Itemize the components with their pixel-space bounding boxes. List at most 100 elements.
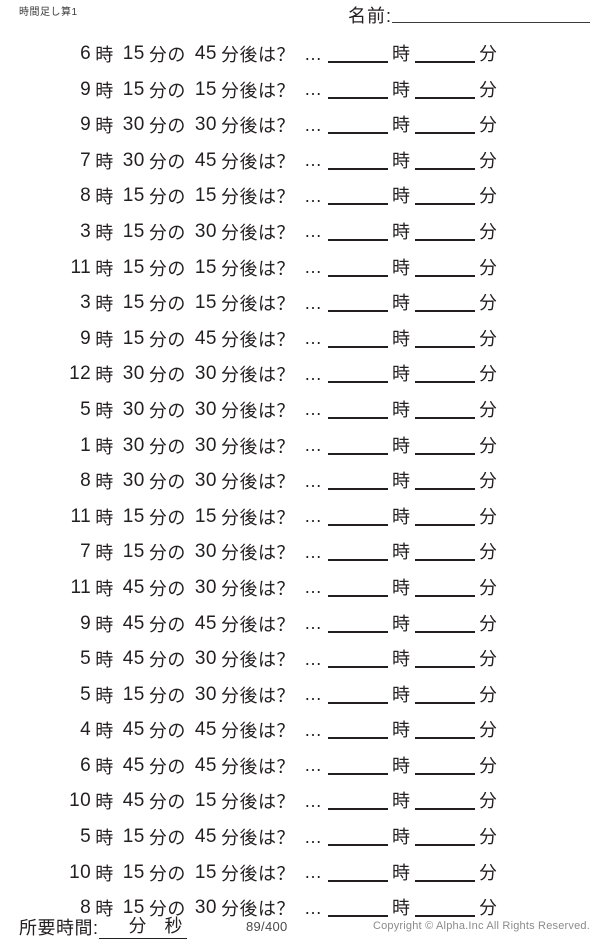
answer-hour-input-line[interactable]	[328, 666, 388, 669]
answer-minute-input-line[interactable]	[415, 772, 475, 775]
answer-hour-input-line[interactable]	[328, 915, 388, 918]
answer-hour-input-line[interactable]	[328, 416, 388, 419]
answer-hour-input-line[interactable]	[328, 381, 388, 384]
answer-hour-unit-label: 時	[392, 471, 410, 492]
answer-hour-unit-label: 時	[392, 542, 410, 563]
answer-minute-input-line[interactable]	[415, 844, 475, 847]
answer-hour-input-line[interactable]	[328, 96, 388, 99]
minute-unit-label: 分	[148, 756, 168, 777]
answer-minute-input-line[interactable]	[415, 701, 475, 704]
after-suffix-label: 分後は？	[221, 828, 295, 849]
answer-minute-input-line[interactable]	[415, 452, 475, 455]
answer-minute-input-line[interactable]	[415, 630, 475, 633]
problem-minute: 15	[122, 43, 145, 64]
problem-add-minutes: 45	[194, 826, 217, 848]
answer-minute-input-line[interactable]	[415, 666, 475, 669]
problem-row: 8 時 15 分の 15 分後は？… 時分	[0, 183, 600, 219]
problem-add-minutes: 30	[194, 897, 217, 919]
answer-minute-input-line[interactable]	[415, 203, 475, 206]
answer-hour-input-line[interactable]	[328, 61, 388, 63]
answer-minute-input-line[interactable]	[415, 416, 475, 419]
possessive-label: の	[167, 80, 186, 101]
answer-minute-input-line[interactable]	[415, 96, 475, 99]
answer-minute-input-line[interactable]	[415, 238, 475, 241]
answer-hour-input-line[interactable]	[328, 452, 388, 455]
problem-minute: 30	[122, 398, 145, 420]
problem-minute: 45	[122, 576, 145, 598]
possessive-label: の	[167, 294, 186, 315]
possessive-label: の	[167, 650, 186, 671]
answer-minute-input-line[interactable]	[415, 523, 475, 526]
ellipsis-icon: …	[304, 292, 322, 313]
answer-hour-input-line[interactable]	[328, 808, 388, 811]
answer-minute-unit-label: 分	[479, 684, 497, 705]
problem-add-minutes: 30	[194, 683, 217, 705]
answer-minute-input-line[interactable]	[415, 559, 475, 562]
answer-hour-input-line[interactable]	[328, 238, 388, 241]
answer-hour-input-line[interactable]	[328, 132, 388, 135]
problem-hour: 4	[80, 719, 92, 741]
answer-hour-unit-label: 時	[392, 435, 410, 456]
answer-minute-input-line[interactable]	[415, 915, 475, 918]
answer-minute-slot: 分	[413, 504, 509, 530]
problem-hour: 3	[80, 220, 92, 242]
answer-hour-unit-label: 時	[392, 257, 410, 278]
answer-hour-input-line[interactable]	[328, 310, 388, 313]
problem-hour: 10	[69, 861, 92, 883]
answer-hour-input-line[interactable]	[328, 737, 388, 740]
problem-question: 8 時 15 分の 15 分後は？…	[0, 183, 322, 209]
after-suffix-label: 分後は？	[221, 365, 295, 386]
ellipsis-icon: …	[304, 826, 322, 847]
answer-hour-input-line[interactable]	[328, 274, 388, 277]
answer-hour-input-line[interactable]	[328, 772, 388, 775]
answer-hour-input-line[interactable]	[328, 167, 388, 170]
answer-minute-input-line[interactable]	[415, 808, 475, 811]
answer-hour-input-line[interactable]	[328, 879, 388, 882]
answer-minute-input-line[interactable]	[415, 61, 475, 63]
answer-hour-input-line[interactable]	[328, 559, 388, 562]
answer-hour-input-line[interactable]	[328, 701, 388, 704]
answer-minute-unit-label: 分	[479, 150, 497, 171]
answer-minute-input-line[interactable]	[415, 879, 475, 882]
minute-unit-label: 分	[148, 863, 168, 884]
answer-minute-input-line[interactable]	[415, 274, 475, 277]
answer-minute-input-line[interactable]	[415, 488, 475, 491]
possessive-label: の	[167, 863, 186, 884]
answer-hour-input-line[interactable]	[328, 594, 388, 597]
answer-hour-input-line[interactable]	[328, 203, 388, 206]
answer-hour-input-line[interactable]	[328, 488, 388, 491]
answer-minute-input-line[interactable]	[415, 132, 475, 135]
problem-minute: 15	[122, 292, 145, 314]
answer-minute-input-line[interactable]	[415, 594, 475, 597]
problem-question: 10 時 45 分の 15 分後は？…	[0, 788, 322, 814]
name-input-line[interactable]	[392, 22, 591, 23]
answer-minute-slot: 分	[413, 682, 509, 708]
problem-minute: 15	[122, 505, 145, 527]
problem-hour: 5	[80, 683, 92, 705]
minute-unit-label: 分	[148, 45, 168, 65]
problem-question: 6 時 15 分の 45 分後は？…	[0, 41, 322, 67]
answer-hour-input-line[interactable]	[328, 630, 388, 633]
elapsed-time-input-line[interactable]: 分秒	[98, 915, 187, 939]
answer-minute-input-line[interactable]	[415, 310, 475, 313]
answer-hour-slot: 時	[326, 433, 422, 459]
problem-hour: 7	[80, 149, 92, 171]
answer-hour-slot: 時	[326, 41, 422, 67]
answer-hour-input-line[interactable]	[328, 523, 388, 526]
answer-minute-input-line[interactable]	[415, 381, 475, 384]
hour-unit-label: 時	[95, 472, 114, 493]
answer-minute-input-line[interactable]	[415, 167, 475, 170]
problem-minute: 30	[122, 434, 145, 456]
problem-question: 7 時 30 分の 45 分後は？…	[0, 148, 322, 174]
problem-row: 3 時 15 分の 15 分後は？… 時分	[0, 290, 600, 326]
answer-hour-input-line[interactable]	[328, 345, 388, 348]
ellipsis-icon: …	[304, 755, 322, 776]
problem-row: 10 時 15 分の 15 分後は？… 時分	[0, 860, 600, 896]
answer-minute-unit-label: 分	[479, 506, 497, 527]
answer-minute-input-line[interactable]	[415, 737, 475, 740]
answer-minute-input-line[interactable]	[415, 345, 475, 348]
possessive-label: の	[167, 222, 186, 243]
answer-hour-input-line[interactable]	[328, 844, 388, 847]
problem-question: 8 時 30 分の 30 分後は？…	[0, 468, 322, 494]
answer-minute-unit-label: 分	[479, 364, 497, 385]
